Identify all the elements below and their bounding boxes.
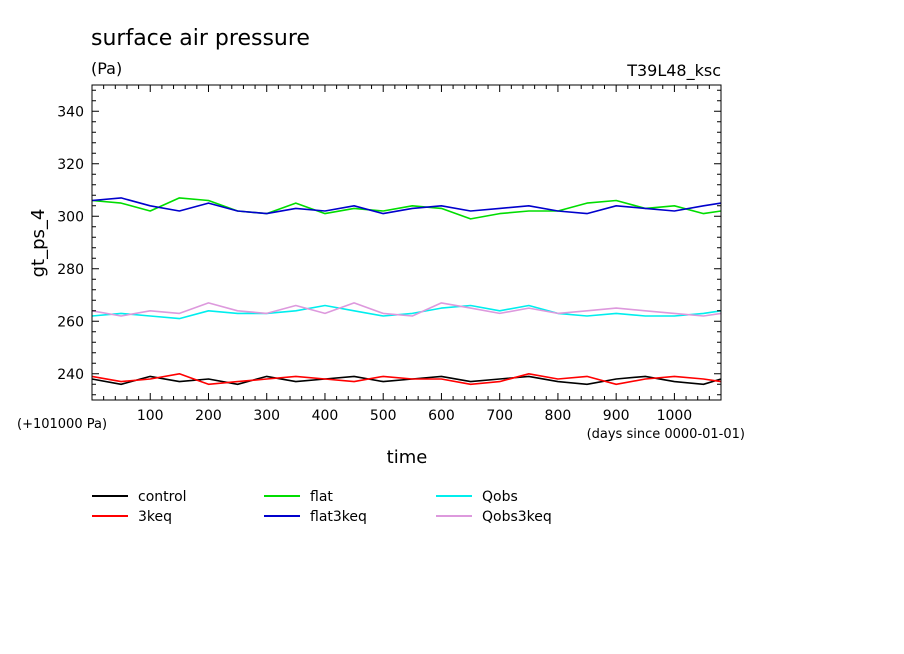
x-axis-label: time [387, 447, 428, 468]
legend-label-qobs3keq: Qobs3keq [482, 509, 552, 525]
legend-label-flat3keq: flat3keq [310, 509, 367, 525]
series-line-qobs3keq [91, 302, 722, 317]
y-tick-label: 280 [57, 262, 84, 278]
x-tick-label: 500 [370, 408, 397, 424]
x-tick-label: 800 [545, 408, 572, 424]
plot-frame [91, 84, 722, 401]
legend-label-3keq: 3keq [138, 509, 172, 525]
x-tick-label: 600 [428, 408, 455, 424]
x-tick-label: 900 [603, 408, 630, 424]
y-offset-label: (+101000 Pa) [17, 417, 107, 432]
legend-label-qobs: Qobs [482, 489, 518, 505]
x-units-label: (days since 0000-01-01) [587, 427, 745, 442]
legend-label-flat: flat [310, 489, 333, 505]
x-tick-label: 100 [137, 408, 164, 424]
axis-layer: 100 200 300 400 500 600 700 800 900 1000 240 260 280… [57, 85, 721, 424]
series-layer [91, 197, 722, 386]
x-tick-label: 1000 [657, 408, 693, 424]
y-axis-label: gt_ps_4 [28, 209, 49, 278]
legend-label-control: control [138, 489, 187, 505]
chart-subtitle: (Pa) [91, 59, 122, 78]
run-label: T39L48_ksc [626, 61, 721, 81]
x-tick-label: 700 [486, 408, 513, 424]
y-tick-label: 260 [57, 314, 84, 330]
series-line-qobs [91, 304, 722, 320]
chart-title: surface air pressure [91, 26, 310, 51]
y-tick-label: 320 [57, 157, 84, 173]
legend: control 3keq flat flat3keq Qobs Qobs3keq [92, 489, 552, 525]
series-line-flat [91, 197, 722, 220]
y-tick-label: 340 [57, 104, 84, 120]
series-line-flat3keq [91, 197, 722, 215]
y-tick-label: 240 [57, 367, 84, 383]
x-tick-label: 200 [195, 408, 222, 424]
x-tick-label: 300 [253, 408, 280, 424]
series-line-3keq [91, 372, 722, 386]
y-tick-label: 300 [57, 209, 84, 225]
x-tick-label: 400 [312, 408, 339, 424]
